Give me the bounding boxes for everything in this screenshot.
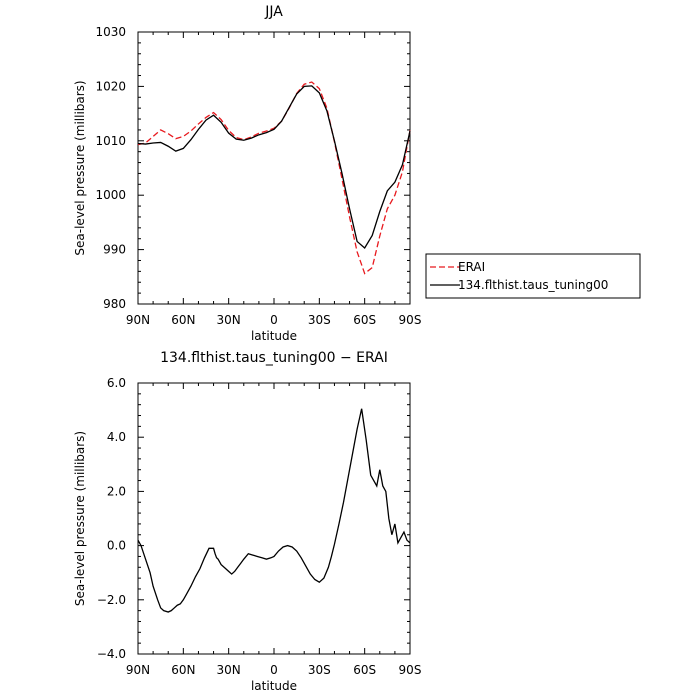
y-tick-label: 1000 xyxy=(95,188,126,202)
x-axis-label: latitude xyxy=(251,329,297,343)
y-tick-label: −2.0 xyxy=(97,593,126,607)
series-line-erai xyxy=(137,81,411,275)
y-tick-label: 1020 xyxy=(95,79,126,93)
y-tick-label: 1010 xyxy=(95,134,126,148)
y-tick-label: 980 xyxy=(103,297,126,311)
y-tick-label: 4.0 xyxy=(107,430,126,444)
legend-label: 134.flthist.taus_tuning00 xyxy=(458,278,608,292)
x-tick-label: 90S xyxy=(399,313,422,327)
x-tick-label: 90S xyxy=(399,663,422,677)
y-tick-label: 1030 xyxy=(95,25,126,39)
y-tick-label: 990 xyxy=(103,243,126,257)
x-tick-label: 0 xyxy=(270,313,278,327)
x-tick-label: 90N xyxy=(126,313,150,327)
x-tick-label: 30N xyxy=(217,313,241,327)
chart-title: 134.flthist.taus_tuning00 − ERAI xyxy=(160,350,388,366)
x-tick-label: 30N xyxy=(217,663,241,677)
y-tick-label: 2.0 xyxy=(107,484,126,498)
x-axis-label: latitude xyxy=(251,679,297,693)
plot-frame xyxy=(137,31,411,305)
x-tick-label: 60N xyxy=(171,313,195,327)
legend-box xyxy=(425,253,641,299)
x-tick-label: 60S xyxy=(353,313,376,327)
series-line-difference xyxy=(137,408,411,613)
x-tick-label: 30S xyxy=(308,663,331,677)
bottom-panel: 90N 60N 30N 0 30S 60S 90S −4.0 −2.0 0.0 2.0 4.0 6.0 l… xyxy=(73,350,421,693)
top-panel: 90N 60N 30N 0 30S 60S 90S 980 990 1000 1010 1020 103… xyxy=(73,4,641,343)
y-axis-label: Sea-level pressure (millibars) xyxy=(73,431,87,606)
y-tick-label: 6.0 xyxy=(107,376,126,390)
legend-label: ERAI xyxy=(458,260,485,274)
y-tick-label: −4.0 xyxy=(97,647,126,661)
x-tick-label: 60S xyxy=(353,663,376,677)
plot-frame xyxy=(137,382,411,655)
y-tick-label: 0.0 xyxy=(107,539,126,553)
x-tick-label: 90N xyxy=(126,663,150,677)
y-axis-label: Sea-level pressure (millibars) xyxy=(73,80,87,255)
series-line-134-flthist-taus-tuning00 xyxy=(137,85,411,249)
chart-title: JJA xyxy=(264,4,283,20)
legend: ERAI 134.flthist.taus_tuning00 xyxy=(425,253,641,299)
x-tick-label: 0 xyxy=(270,663,278,677)
x-tick-label: 60N xyxy=(171,663,195,677)
x-tick-label: 30S xyxy=(308,313,331,327)
